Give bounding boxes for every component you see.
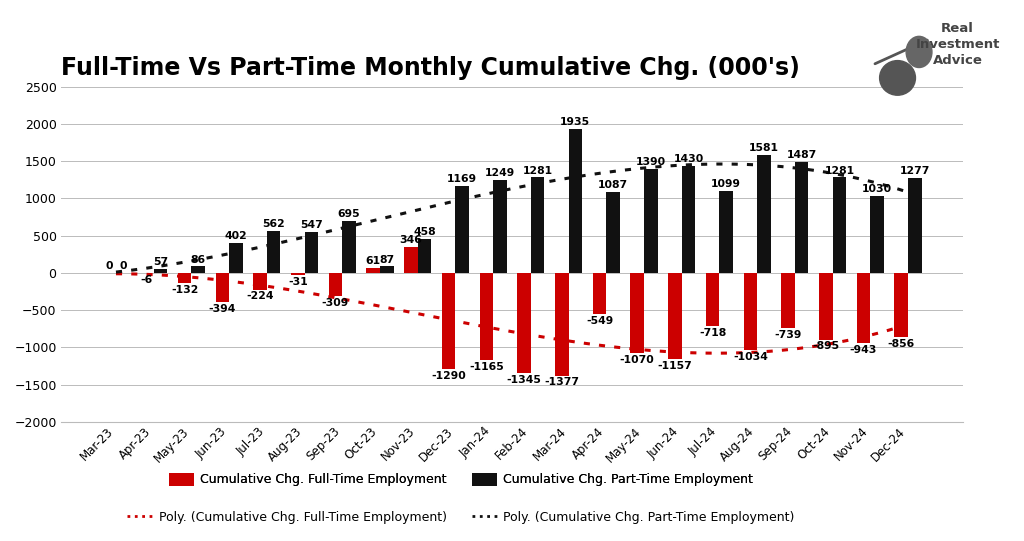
Bar: [441, 273, 456, 369]
Text: -718: -718: [699, 328, 726, 338]
Bar: [682, 166, 695, 273]
Bar: [304, 232, 318, 273]
Bar: [291, 273, 304, 275]
Text: -895: -895: [812, 341, 840, 352]
Bar: [781, 273, 795, 328]
Bar: [267, 231, 281, 273]
Text: Full-Time Vs Part-Time Monthly Cumulative Chg. (000's): Full-Time Vs Part-Time Monthly Cumulativ…: [61, 56, 801, 81]
Bar: [380, 266, 393, 273]
Bar: [606, 192, 620, 273]
Bar: [154, 269, 167, 273]
Text: -549: -549: [586, 316, 613, 326]
Bar: [404, 247, 418, 273]
Bar: [644, 169, 657, 273]
Text: 547: 547: [300, 220, 323, 230]
Bar: [568, 129, 583, 273]
Text: -1290: -1290: [431, 371, 466, 381]
Bar: [819, 273, 833, 340]
Text: 1087: 1087: [598, 180, 628, 190]
Text: -1377: -1377: [545, 378, 580, 387]
Bar: [479, 273, 494, 360]
Bar: [908, 178, 922, 273]
Bar: [215, 273, 229, 302]
Text: -132: -132: [171, 285, 199, 295]
Text: 1249: 1249: [484, 168, 515, 178]
Text: 87: 87: [379, 255, 394, 265]
Text: 86: 86: [190, 255, 206, 265]
Text: -224: -224: [247, 292, 273, 301]
Text: 1099: 1099: [712, 179, 741, 189]
Text: 57: 57: [153, 257, 168, 267]
Bar: [191, 267, 205, 273]
Text: -856: -856: [888, 339, 914, 348]
Bar: [870, 196, 884, 273]
Text: -309: -309: [322, 298, 349, 308]
Legend: Poly. (Cumulative Chg. Full-Time Employment), Poly. (Cumulative Chg. Part-Time E: Poly. (Cumulative Chg. Full-Time Employm…: [122, 506, 800, 529]
Bar: [757, 155, 771, 273]
Text: 695: 695: [338, 209, 360, 219]
Text: Real
Investment
Advice: Real Investment Advice: [915, 22, 999, 67]
Text: 1430: 1430: [674, 154, 703, 164]
Bar: [668, 273, 682, 359]
Text: 1581: 1581: [749, 143, 779, 153]
Bar: [342, 221, 356, 273]
Text: 1390: 1390: [636, 157, 666, 167]
Text: 1487: 1487: [786, 150, 817, 160]
Text: 1169: 1169: [447, 174, 477, 184]
Ellipse shape: [880, 61, 915, 95]
Bar: [418, 239, 431, 273]
Bar: [706, 273, 720, 326]
Bar: [631, 273, 644, 353]
Bar: [329, 273, 342, 296]
Text: 1030: 1030: [862, 184, 892, 194]
Bar: [743, 273, 757, 350]
Text: 0: 0: [105, 261, 113, 271]
Bar: [178, 273, 191, 283]
Text: -31: -31: [288, 277, 307, 287]
Bar: [894, 273, 908, 337]
Bar: [517, 273, 530, 373]
Bar: [857, 273, 870, 343]
Text: 1281: 1281: [824, 166, 854, 176]
Circle shape: [906, 36, 932, 68]
Bar: [720, 191, 733, 273]
Bar: [456, 186, 469, 273]
FancyArrowPatch shape: [874, 40, 928, 64]
Bar: [795, 162, 809, 273]
Text: 61: 61: [366, 256, 381, 267]
Text: -1070: -1070: [620, 354, 654, 365]
Text: -943: -943: [850, 345, 878, 355]
Bar: [833, 177, 846, 273]
Bar: [530, 177, 545, 273]
Text: -1034: -1034: [733, 352, 768, 362]
Text: 562: 562: [262, 219, 285, 229]
Bar: [229, 243, 243, 273]
Text: -1345: -1345: [507, 375, 542, 385]
Text: 402: 402: [224, 231, 247, 241]
Text: 346: 346: [399, 235, 422, 245]
Text: 1277: 1277: [900, 166, 930, 176]
Bar: [593, 273, 606, 314]
Bar: [494, 180, 507, 273]
Text: 1281: 1281: [522, 166, 553, 176]
Legend: Cumulative Chg. Full-Time Employment, Cumulative Chg. Part-Time Employment: Cumulative Chg. Full-Time Employment, Cu…: [164, 468, 758, 491]
Bar: [555, 273, 568, 375]
Text: -739: -739: [774, 330, 802, 340]
Text: -394: -394: [209, 304, 236, 314]
Text: 1935: 1935: [560, 117, 591, 127]
Text: 0: 0: [119, 261, 127, 271]
Text: -6: -6: [140, 275, 153, 285]
Bar: [253, 273, 267, 289]
Text: -1165: -1165: [469, 361, 504, 372]
Bar: [367, 268, 380, 273]
Text: 458: 458: [414, 227, 436, 237]
Text: -1157: -1157: [657, 361, 692, 371]
